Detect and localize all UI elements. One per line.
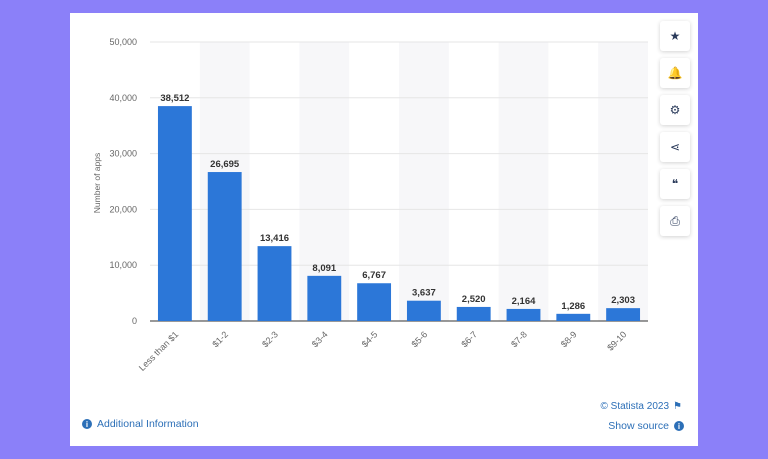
copyright[interactable]: © Statista 2023 ⚑ (601, 401, 683, 412)
y-tick-label: 50,000 (109, 37, 137, 47)
print-icon: ⎙ (670, 213, 680, 228)
info-icon: i (674, 421, 684, 431)
y-tick-label: 10,000 (109, 260, 137, 270)
show-source-label: Show source (608, 420, 669, 432)
quote-icon: ❝ (671, 177, 679, 191)
column-band (399, 42, 449, 321)
bell-button[interactable]: 🔔 (660, 58, 690, 88)
data-label: 26,695 (210, 159, 240, 170)
bar (506, 308, 541, 321)
bar (157, 106, 192, 321)
x-tick-label: $9-10 (605, 329, 628, 352)
y-axis-title: Number of apps (92, 153, 102, 213)
data-label: 13,416 (260, 233, 289, 244)
gear-button[interactable]: ⚙ (660, 95, 690, 125)
data-label: 2,303 (611, 295, 635, 306)
data-label: 2,164 (512, 296, 536, 307)
bar (456, 306, 491, 321)
bell-icon: 🔔 (667, 66, 683, 80)
share-icon: ⋖ (669, 140, 681, 154)
show-source-link[interactable]: Show source i (608, 420, 684, 432)
bar (556, 313, 591, 321)
share-button[interactable]: ⋖ (660, 132, 690, 162)
data-label: 6,767 (362, 270, 386, 281)
additional-information-link[interactable]: i Additional Information (82, 418, 199, 430)
x-tick-label: $1-2 (210, 329, 230, 349)
y-tick-label: 40,000 (109, 93, 137, 103)
info-icon: i (82, 419, 92, 429)
bar-chart: 0 10,000 20,000 30,000 40,000 50,000 Less tha… (92, 37, 648, 373)
bar (406, 300, 441, 321)
x-tick-label: $7-8 (509, 329, 529, 349)
column-band (498, 42, 549, 321)
bar (257, 246, 292, 321)
x-tick-label: $4-5 (360, 329, 380, 349)
quote-button[interactable]: ❝ (660, 169, 690, 199)
column-band (299, 42, 350, 321)
star-button[interactable]: ★ (660, 21, 690, 51)
additional-information-label: Additional Information (97, 418, 199, 430)
print-button[interactable]: ⎙ (660, 206, 690, 236)
data-label: 38,512 (160, 93, 189, 104)
gear-icon: ⚙ (669, 103, 681, 117)
x-tick-label: Less than $1 (137, 329, 181, 373)
chart-card: 0 10,000 20,000 30,000 40,000 50,000 Less tha… (70, 13, 698, 446)
data-label: 2,520 (462, 294, 486, 305)
flag-icon: ⚑ (673, 401, 682, 412)
copyright-label: © Statista 2023 (600, 401, 670, 412)
data-label: 3,637 (412, 288, 436, 299)
bar (357, 283, 392, 321)
data-label: 8,091 (312, 263, 336, 274)
star-icon: ★ (669, 29, 681, 43)
toolbar: ★ 🔔 ⚙ ⋖ ❝ ⎙ (660, 21, 692, 243)
column-band (598, 42, 648, 321)
y-tick-label: 20,000 (109, 204, 137, 214)
x-tick-label: $3-4 (310, 329, 330, 349)
bar (207, 172, 242, 321)
x-tick-label: $5-6 (410, 329, 430, 349)
bar (606, 308, 641, 321)
y-tick-label: 30,000 (109, 149, 137, 159)
x-tick-label: $6-7 (459, 329, 479, 349)
x-tick-label: $2-3 (260, 329, 280, 349)
x-tick-label: $8-9 (559, 329, 579, 349)
y-tick-label: 0 (132, 316, 137, 326)
bar (307, 275, 342, 321)
data-label: 1,286 (561, 301, 585, 312)
